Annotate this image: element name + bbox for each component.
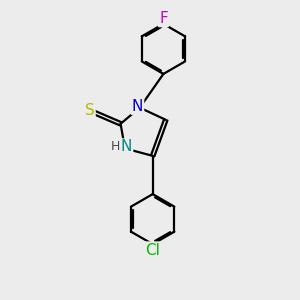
Text: S: S xyxy=(85,103,94,118)
Text: H: H xyxy=(111,140,120,153)
Text: N: N xyxy=(121,140,132,154)
Text: F: F xyxy=(159,11,168,26)
Text: Cl: Cl xyxy=(145,243,160,258)
Text: N: N xyxy=(132,99,143,114)
